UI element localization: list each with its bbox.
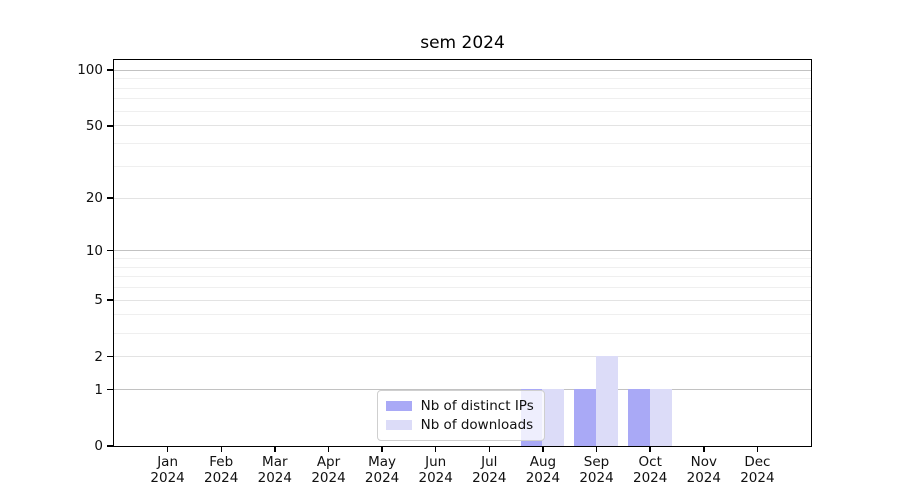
x-tick-year: 2024 (204, 469, 239, 486)
x-tick-month: Jan (157, 454, 178, 470)
gridline-y4 (113, 314, 811, 316)
y-tick-label: 0 (94, 438, 103, 454)
bar-nb-of-distinct-ips-oct (627, 389, 650, 446)
legend-item: Nb of downloads (385, 416, 534, 434)
x-tick-year: 2024 (472, 469, 507, 486)
x-tick-year: 2024 (686, 469, 721, 486)
gridline-y5 (113, 299, 811, 301)
legend: Nb of distinct IPs Nb of downloads (376, 389, 545, 441)
x-tick-mark (488, 447, 491, 453)
x-tick-label-nov: Nov 2024 (676, 454, 732, 486)
plot-area: Nb of distinct IPs Nb of downloads (112, 58, 812, 447)
gridline-y20 (113, 197, 811, 199)
gridline-y8 (113, 266, 811, 268)
x-tick-month: Aug (529, 454, 557, 470)
x-tick-month: Mar (262, 454, 288, 470)
x-tick-label-may: May 2024 (354, 454, 410, 486)
x-tick-month: Oct (638, 454, 662, 470)
legend-label: Nb of distinct IPs (420, 397, 534, 414)
x-tick-month: May (368, 454, 397, 470)
y-tick-label: 5 (94, 292, 103, 309)
x-tick-label-oct: Oct 2024 (622, 454, 678, 486)
x-tick-mark (327, 447, 330, 453)
gridline-y50 (113, 125, 811, 127)
gridline-y9 (113, 257, 811, 259)
gridline-y100 (113, 69, 811, 71)
gridline-y40 (113, 143, 811, 145)
x-tick-year: 2024 (740, 469, 775, 486)
bar-nb-of-downloads-aug (542, 389, 565, 446)
x-tick-month: Sep (583, 454, 610, 470)
x-tick-mark (166, 447, 169, 453)
gridline-y90 (113, 78, 811, 80)
legend-item: Nb of distinct IPs (385, 397, 534, 415)
bar-nb-of-downloads-sep (596, 356, 618, 446)
y-tick-label: 100 (77, 62, 103, 79)
y-tick-mark (107, 355, 113, 358)
gridline-y6 (113, 287, 811, 289)
x-tick-mark (542, 447, 544, 453)
x-tick-mark (220, 447, 222, 453)
x-tick-label-jun: Jun 2024 (408, 454, 464, 486)
x-tick-year: 2024 (364, 469, 400, 486)
bar-nb-of-downloads-oct (649, 389, 672, 446)
x-tick-mark (434, 447, 437, 453)
x-tick-year: 2024 (150, 469, 185, 486)
x-tick-year: 2024 (257, 469, 292, 486)
y-tick-mark (107, 249, 113, 252)
legend-swatch-downloads (385, 419, 412, 430)
y-tick-label: 10 (85, 242, 103, 259)
x-tick-month: Apr (316, 454, 341, 470)
x-tick-mark (649, 447, 651, 453)
gridline-y10 (113, 250, 811, 252)
x-tick-mark (756, 447, 759, 453)
x-tick-month: Nov (690, 454, 717, 470)
gridline-y60 (113, 110, 811, 112)
x-tick-label-sep: Sep 2024 (569, 454, 625, 486)
gridline-y3 (113, 332, 811, 334)
x-tick-month: Feb (209, 454, 234, 470)
gridline-y80 (113, 87, 811, 89)
chart-title: sem 2024 (420, 33, 505, 53)
legend-swatch-distinct-ips (385, 400, 412, 411)
gridline-y2 (113, 356, 811, 358)
x-tick-month: Dec (744, 454, 771, 470)
x-tick-year: 2024 (633, 469, 668, 486)
x-tick-label-mar: Mar 2024 (247, 454, 303, 486)
x-tick-month: Jul (481, 454, 498, 470)
gridline-y7 (113, 276, 811, 278)
x-tick-year: 2024 (311, 469, 346, 486)
x-tick-label-apr: Apr 2024 (301, 454, 357, 486)
x-tick-mark (595, 447, 598, 453)
y-tick-label: 50 (85, 117, 103, 134)
y-tick-label: 20 (85, 190, 103, 206)
y-tick-mark (107, 69, 113, 71)
legend-label: Nb of downloads (420, 416, 534, 433)
x-tick-label-feb: Feb 2024 (193, 454, 249, 486)
x-tick-year: 2024 (525, 469, 561, 486)
x-tick-year: 2024 (579, 469, 614, 486)
y-tick-mark (107, 388, 113, 391)
x-tick-label-jan: Jan 2024 (140, 454, 196, 486)
y-tick-mark (107, 299, 113, 301)
x-tick-mark (703, 447, 705, 453)
y-tick-label: 1 (94, 381, 103, 398)
x-tick-mark (381, 447, 383, 453)
y-tick-mark (107, 125, 113, 127)
gridline-y70 (113, 98, 811, 100)
x-tick-label-dec: Dec 2024 (729, 454, 785, 486)
x-tick-mark (274, 447, 276, 453)
x-tick-year: 2024 (418, 469, 453, 486)
gridline-y30 (113, 165, 811, 167)
x-tick-label-jul: Jul 2024 (461, 454, 517, 486)
bar-nb-of-distinct-ips-sep (574, 389, 597, 446)
y-tick-label: 2 (94, 348, 103, 365)
y-tick-mark (107, 445, 113, 447)
x-tick-month: Jun (425, 454, 447, 470)
y-tick-mark (107, 197, 113, 199)
x-tick-label-aug: Aug 2024 (515, 454, 571, 486)
